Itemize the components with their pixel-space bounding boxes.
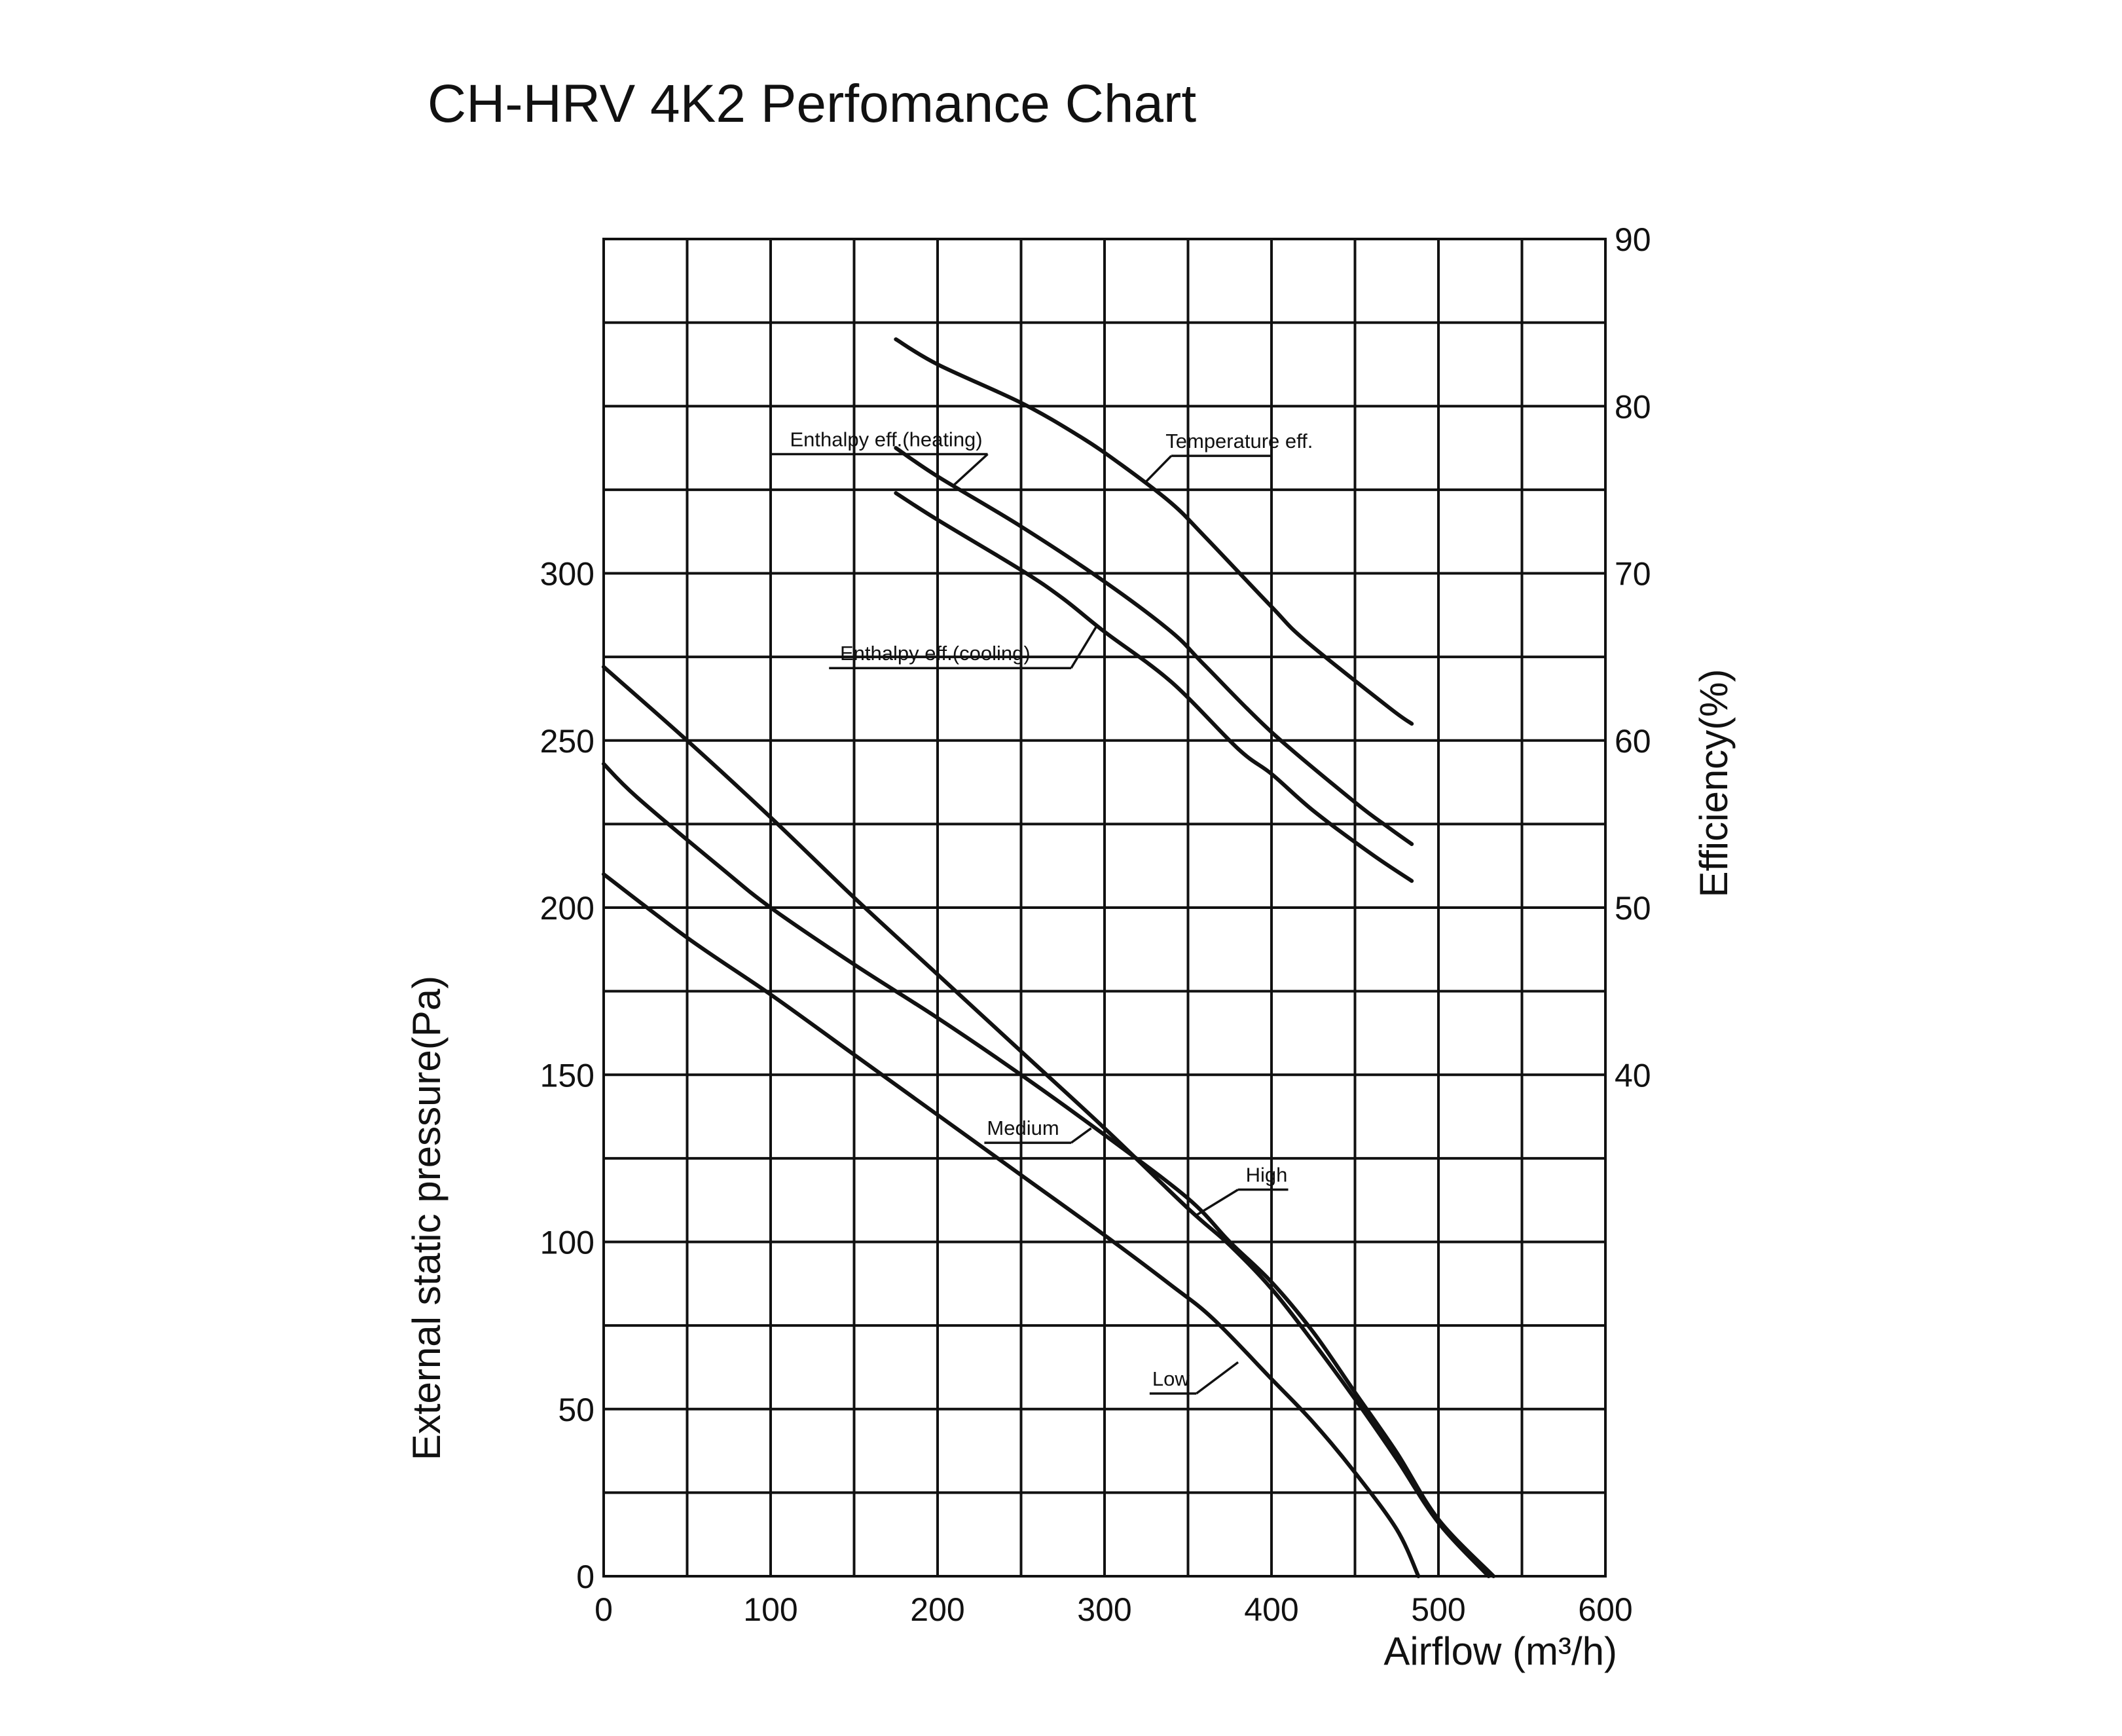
series-line-enthalpy-eff-cooling [894,491,1414,883]
annotation-enthalpy-eff-cooling: Enthalpy eff.(cooling) [829,626,1097,669]
y-right-tick-label: 70 [1615,556,1651,593]
annotation-leader [1145,454,1173,483]
chart-title: CH-HRV 4K2 Perfomance Chart [428,74,1196,134]
annotation-low: Low [1149,1361,1239,1395]
y-axis-right-label: Efficiency(%) [1692,669,1736,898]
annotation-enthalpy-eff-heating: Enthalpy eff.(heating) [771,428,989,486]
y-left-tick-label: 300 [540,556,595,593]
y-right-tick-label: 40 [1615,1057,1651,1094]
annotation-label: Enthalpy eff.(cooling) [840,642,1031,665]
annotation-medium: Medium [984,1117,1092,1144]
x-tick-label: 400 [1244,1591,1298,1628]
annotation-label: Low [1152,1367,1190,1390]
y-right-tick-label: 90 [1615,221,1651,258]
y-left-tick-label: 0 [576,1559,595,1595]
y-left-tick-label: 100 [540,1225,595,1261]
x-tick-label: 500 [1411,1591,1465,1628]
y-right-tick-label: 50 [1615,890,1651,927]
annotation-leader [953,453,989,486]
y-left-tick-label: 150 [540,1057,595,1094]
tick-labels: 0 100 200 300 400 500 600 0 50 100 150 200 250 300 40 5… [540,221,1651,1628]
series-line-low [602,872,1421,1578]
x-tick-label: 200 [910,1591,964,1628]
x-tick-label: 300 [1077,1591,1131,1628]
series-line-medium [602,762,1496,1578]
annotation-leader [1070,1127,1092,1144]
y-right-tick-label: 60 [1615,723,1651,760]
x-tick-label: 100 [743,1591,797,1628]
annotation-label: Temperature eff. [1165,430,1313,452]
y-right-tick-label: 80 [1615,388,1651,425]
annotation-leader [1196,1361,1239,1395]
x-axis-label: Airflow (m³/h) [1383,1629,1617,1673]
annotation-label: Medium [987,1117,1059,1139]
y-axis-left-label: External static pressure(Pa) [405,976,448,1460]
annotation-leader [1196,1189,1239,1217]
x-tick-label: 0 [595,1591,613,1628]
annotation-label: Enthalpy eff.(heating) [790,428,983,451]
annotation-leader [1070,626,1097,669]
series-line-enthalpy-eff-heating [894,446,1414,846]
y-left-tick-label: 50 [558,1392,595,1428]
annotation-temperature-eff: Temperature eff. [1145,430,1313,483]
annotation-high: High [1196,1164,1289,1217]
annotation-label: High [1246,1164,1288,1187]
x-tick-label: 600 [1578,1591,1632,1628]
grid [602,238,1607,1578]
curves [602,337,1496,1578]
y-left-tick-label: 250 [540,723,595,760]
annotations: Enthalpy eff.(heating) Temperature eff. En… [771,428,1313,1395]
series-line-temperature-eff [894,337,1414,726]
y-left-tick-label: 200 [540,890,595,927]
